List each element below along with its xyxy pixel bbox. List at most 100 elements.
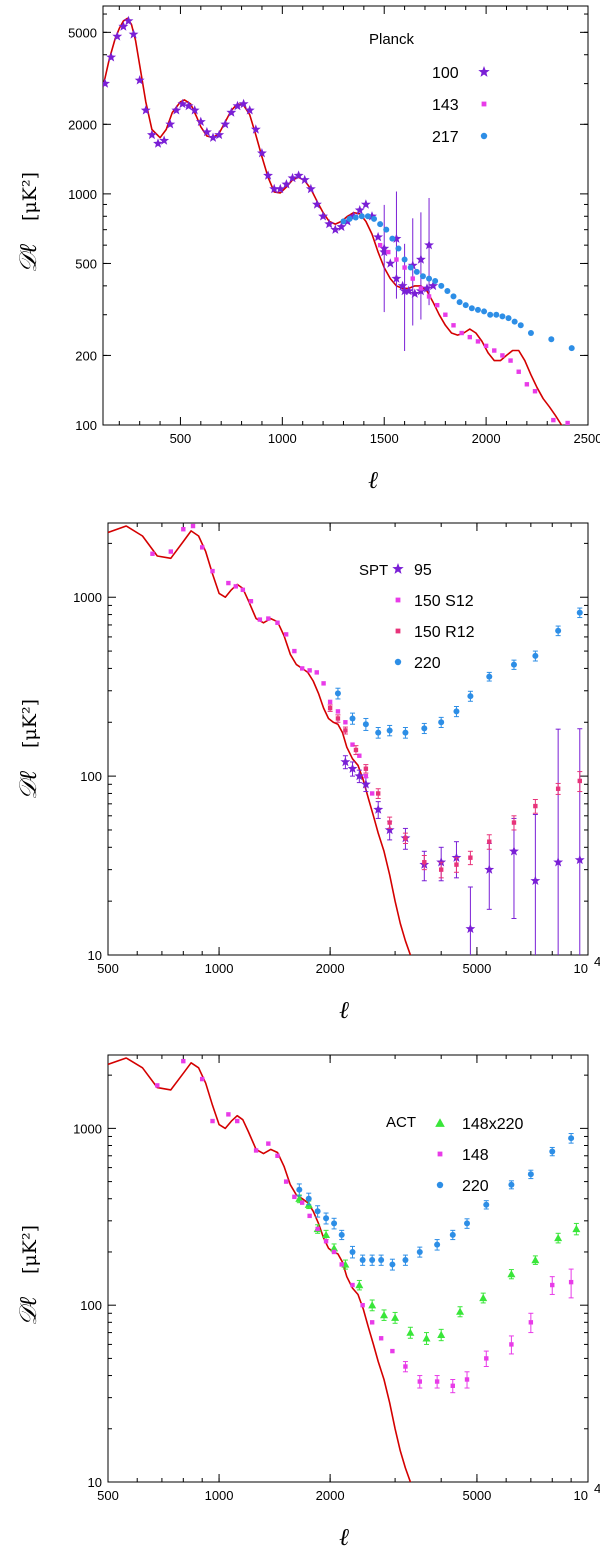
planck-143-point	[451, 323, 456, 328]
planck-100-point	[128, 29, 139, 39]
planck-x-tick-label: 1500	[370, 431, 399, 446]
planck-y-axis-label: 𝒟ℓ	[14, 244, 42, 273]
planck-143-point	[475, 339, 481, 344]
planck-y-tick-label: 5000	[68, 25, 97, 40]
act-x-tick-label: 500	[97, 1488, 119, 1503]
spt-220-point	[510, 661, 517, 668]
act-148-point	[390, 1348, 395, 1354]
planck-legend-marker-143	[481, 101, 487, 107]
planck-217-point	[517, 322, 524, 329]
act-220-point	[349, 1248, 356, 1255]
planck-100-point	[147, 129, 157, 140]
spt-150-s12-point	[350, 742, 355, 747]
spt-y-tick-label: 10	[88, 948, 102, 963]
planck-100-point	[324, 218, 335, 229]
planck-100-point	[293, 170, 304, 180]
act-legend-title: ACT	[386, 1114, 416, 1131]
planck-100-point	[250, 124, 261, 134]
planck-143-point	[426, 294, 432, 299]
act-y-tick-label: 100	[80, 1298, 102, 1313]
spt-150-r12-point	[376, 791, 381, 796]
spt-150-s12-point	[299, 666, 305, 671]
act-220-point	[359, 1257, 366, 1264]
planck-217-point	[468, 305, 475, 312]
spt-220-point	[467, 693, 474, 700]
act-148x220-point	[456, 1307, 465, 1315]
spt-150-r12-point	[487, 839, 492, 844]
spt-x-tick-exponent: 4	[594, 954, 600, 969]
planck-legend-label-100: 100	[432, 65, 459, 82]
planck-y-tick-label: 2000	[68, 117, 97, 132]
planck-217-point	[389, 235, 396, 242]
planck-100-point	[367, 211, 377, 221]
act-data-marks	[155, 1058, 581, 1394]
spt-x-tick-label: 1000	[205, 961, 234, 976]
spt-150-s12-point	[226, 580, 231, 586]
act-148-point	[568, 1279, 574, 1285]
planck-100-point	[214, 129, 225, 140]
planck-100-point	[220, 119, 231, 129]
planck-x-tick-label: 500	[170, 431, 192, 446]
spt-95-point	[384, 824, 395, 835]
planck-217-point	[383, 226, 390, 233]
planck-217-point	[340, 218, 347, 225]
act-x-tick-label: 5000	[462, 1488, 491, 1503]
planck-217-point	[568, 345, 575, 352]
planck-217-point	[371, 215, 378, 222]
planck-100-point	[195, 116, 206, 126]
planck-100-point	[208, 132, 218, 142]
planck-100-point	[354, 205, 365, 215]
spt-legend: 95 150 S12 150 R12 220	[392, 562, 475, 672]
act-x-axis-label: ℓ	[339, 1523, 349, 1551]
planck-100-point	[409, 288, 420, 298]
spt-150-s12-point	[240, 587, 246, 593]
spt-150-s12-point	[248, 599, 254, 604]
spt-150-s12-point	[168, 549, 174, 554]
planck-theory-curve-group	[103, 17, 563, 425]
act-plot-frame	[107, 1054, 589, 1483]
planck-100-point	[416, 254, 426, 264]
spt-150-r12-point	[387, 820, 392, 825]
spt-95-point	[574, 854, 585, 865]
act-220-point	[549, 1148, 556, 1155]
planck-theory-curve	[103, 17, 563, 425]
planck-100-point	[112, 31, 123, 41]
act-148x220-point	[295, 1194, 304, 1202]
act-x-tick-label: 2000	[316, 1488, 345, 1503]
act-legend-label-148: 148	[462, 1147, 489, 1164]
planck-y-tick-label: 100	[75, 418, 97, 433]
planck-217-point	[511, 318, 518, 325]
act-148x220-point	[507, 1270, 516, 1278]
act-148-point	[307, 1213, 312, 1219]
planck-217-point	[450, 293, 457, 300]
act-148x220-point	[572, 1224, 581, 1233]
planck-143-point	[565, 420, 570, 425]
planck-217-point	[474, 306, 481, 313]
planck-143-point	[532, 389, 538, 394]
act-148-point	[323, 1239, 329, 1244]
spt-150-s12-point	[343, 720, 348, 725]
planck-217-point	[548, 336, 555, 343]
planck-143-point	[467, 334, 473, 340]
planck-100-point	[123, 15, 134, 26]
act-148-point	[339, 1262, 344, 1267]
planck-panel: 500 1000 1500 2000 2500 100 200 500 1000 2000 5000…	[14, 5, 600, 494]
act-148-point	[283, 1179, 289, 1184]
spt-legend-title: SPT	[359, 562, 388, 579]
spt-95-point	[553, 857, 564, 867]
act-legend-label-148x220: 148x220	[462, 1116, 523, 1133]
spt-150-r12-point	[468, 855, 473, 860]
spt-150-r12-point	[403, 835, 408, 841]
act-theory-curve-group	[108, 1057, 412, 1482]
spt-150-s12-point	[363, 773, 369, 779]
spt-220-point	[362, 721, 369, 728]
act-x-tick-label: 1000	[205, 1488, 234, 1503]
spt-150-s12-point	[233, 584, 238, 589]
planck-217-point	[364, 213, 371, 220]
act-148-point	[299, 1200, 305, 1205]
planck-axis-ticks	[103, 6, 589, 426]
planck-100-point	[336, 221, 347, 232]
act-148x220-point	[406, 1328, 415, 1336]
planck-100-point	[106, 52, 117, 62]
